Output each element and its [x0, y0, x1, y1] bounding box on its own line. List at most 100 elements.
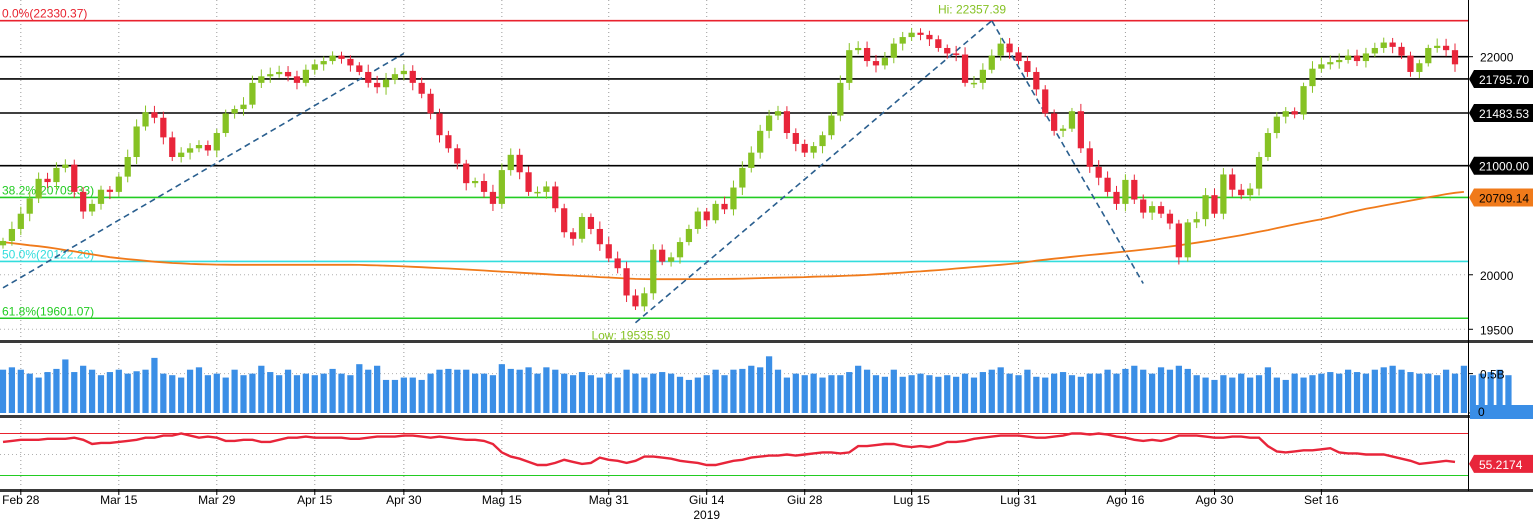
- volume-bar: [810, 373, 817, 413]
- volume-bar: [899, 376, 906, 413]
- volume-bar: [543, 367, 550, 413]
- candle-body: [115, 176, 122, 192]
- trendline: [991, 20, 1144, 284]
- candle-body: [356, 65, 363, 72]
- volume-bar: [1211, 379, 1218, 413]
- candle-body: [17, 213, 24, 229]
- volume-bar: [712, 369, 719, 413]
- candle-body: [293, 76, 301, 83]
- volume-bar: [1425, 373, 1432, 413]
- volume-bar: [641, 377, 648, 413]
- volume-bar: [44, 372, 51, 413]
- x-tick-label: Lug 15: [893, 493, 930, 507]
- candle-body: [1175, 223, 1182, 258]
- volume-bar: [1238, 373, 1245, 413]
- volume-bar: [516, 369, 523, 413]
- volume-bar: [1264, 367, 1272, 413]
- candle-body: [480, 180, 488, 192]
- volume-bar: [240, 375, 247, 413]
- price-tag-box: [1469, 188, 1533, 207]
- volume-bar: [1006, 373, 1013, 413]
- candle-body: [1184, 222, 1191, 258]
- volume-bar: [347, 375, 354, 413]
- volume-bar: [1157, 367, 1165, 413]
- volume-bar: [8, 367, 16, 413]
- candle-body: [311, 64, 318, 70]
- volume-bar: [489, 375, 497, 413]
- volume-bar: [801, 375, 808, 413]
- candle-body: [463, 163, 470, 184]
- moving-average: [2, 191, 1464, 281]
- volume-bar: [1104, 369, 1111, 413]
- volume-bar: [1095, 373, 1102, 413]
- candle-body: [1157, 206, 1165, 214]
- candle-body: [641, 293, 648, 307]
- candle-body: [302, 69, 309, 83]
- candle-body: [1344, 55, 1352, 60]
- volume-bar: [623, 369, 630, 413]
- volume-bar: [97, 375, 105, 413]
- x-tick-label: Lug 31: [1000, 493, 1037, 507]
- volume-bar: [53, 368, 60, 413]
- volume-bar: [1166, 369, 1174, 413]
- volume-bar: [596, 377, 603, 413]
- volume-bar: [953, 376, 960, 413]
- x-tick-label: Apr 30: [386, 493, 422, 507]
- volume-bar: [400, 377, 407, 413]
- candle-body: [240, 104, 247, 110]
- volume-bar: [17, 369, 24, 413]
- level-label: 50.0%(20122.20): [2, 247, 94, 261]
- candle-body: [231, 109, 238, 114]
- volume-bar: [1336, 373, 1343, 413]
- candle-body: [561, 208, 568, 233]
- volume-bar: [1442, 369, 1450, 413]
- candle-body: [525, 172, 532, 192]
- candle-body: [748, 152, 755, 168]
- volume-bars: [0, 356, 1512, 413]
- volume-bar: [1327, 372, 1334, 413]
- volume-bar: [1505, 375, 1512, 413]
- candle-body: [1202, 195, 1209, 220]
- y-tick-label: 0.5B: [1480, 368, 1505, 382]
- candle-body: [71, 164, 78, 192]
- candle-body: [1300, 86, 1307, 115]
- volume-bar: [970, 377, 978, 413]
- trendlines: [2, 20, 1144, 324]
- candle-body: [8, 228, 16, 241]
- candle-body: [676, 242, 684, 258]
- volume-bar: [988, 369, 995, 413]
- candle-body: [1291, 111, 1298, 115]
- volume-bar: [374, 365, 381, 413]
- volume-bar: [1282, 379, 1289, 413]
- candle-body: [1336, 59, 1343, 63]
- candle-body: [605, 244, 612, 259]
- candle-body: [507, 154, 514, 171]
- volume-bar: [26, 373, 33, 413]
- candle-body: [552, 186, 559, 209]
- candle-body: [1380, 42, 1387, 48]
- candle-body: [498, 170, 505, 204]
- low-annotation: Low: 19535.50: [591, 328, 670, 342]
- volume-bar: [124, 373, 131, 413]
- volume-bar: [917, 373, 924, 413]
- candle-body: [757, 130, 764, 153]
- candle-body: [721, 203, 728, 210]
- candle-body: [445, 135, 452, 149]
- candle-body: [391, 74, 399, 80]
- volume-bar: [133, 371, 140, 413]
- candle-body: [632, 295, 639, 307]
- volume-bar: [1371, 369, 1378, 413]
- level-label: 38.2%(20709.33): [2, 183, 94, 197]
- volume-bar: [792, 373, 799, 413]
- candle-body: [979, 69, 986, 83]
- candle-body: [730, 187, 737, 210]
- candle-body: [1362, 53, 1370, 62]
- candle-body: [587, 216, 595, 229]
- volume-bar: [204, 375, 212, 413]
- volume-bar: [837, 375, 844, 413]
- volume-bar: [757, 367, 764, 413]
- volume-bar: [409, 377, 416, 413]
- y-tick-label: 22000: [1480, 51, 1514, 65]
- candle-body: [106, 189, 114, 192]
- panel-separator: [0, 489, 1533, 492]
